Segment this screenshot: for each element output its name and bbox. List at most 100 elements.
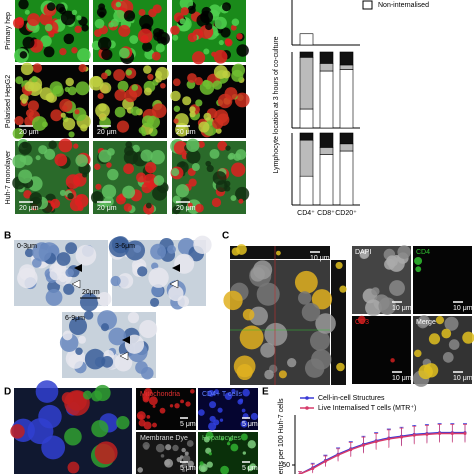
cell [124, 146, 134, 156]
arrowhead [119, 351, 129, 361]
row-label: Primary hep [5, 12, 12, 50]
cell [212, 80, 223, 90]
cell [50, 109, 63, 122]
cell [418, 364, 433, 380]
scale-label: 20 μm [176, 129, 196, 136]
micrograph [413, 246, 472, 314]
cell [428, 333, 441, 345]
bar-segment [299, 139, 314, 177]
cell [187, 202, 193, 208]
cell [143, 444, 149, 450]
cell [81, 24, 89, 32]
cell [18, 169, 33, 184]
depth-label: 6-9μm [65, 315, 85, 322]
cell [141, 182, 153, 194]
cell [76, 15, 82, 21]
cell [225, 145, 231, 151]
arrowhead [169, 279, 179, 289]
cell [143, 65, 152, 74]
cell [21, 98, 27, 104]
cell [206, 165, 214, 173]
cell [131, 84, 139, 91]
cell [217, 407, 223, 413]
cell [31, 75, 38, 83]
channel-label: Mitochondria [140, 391, 180, 398]
cell [143, 421, 152, 430]
cell [213, 65, 228, 79]
cell [62, 117, 76, 131]
cell [186, 138, 200, 152]
cell [236, 44, 249, 57]
cell [214, 16, 227, 30]
row-label: Huh-7 monolayer [5, 150, 12, 204]
bar-segment [339, 143, 354, 152]
cell [198, 121, 210, 133]
cell [180, 399, 184, 404]
legend-label: Cell-in-cell Structures [318, 395, 385, 402]
cell [278, 370, 287, 379]
cell [107, 168, 119, 181]
arrowhead [74, 264, 82, 272]
cell [145, 202, 152, 209]
cell [153, 175, 165, 186]
cell [205, 160, 212, 167]
cell [298, 291, 312, 305]
legend-label: Non-internalised [378, 2, 429, 9]
cell [90, 191, 104, 204]
cell [151, 51, 161, 61]
cell [365, 299, 382, 317]
cell [181, 468, 186, 473]
cell [220, 465, 229, 474]
x-tick-label: CD4⁺ [297, 210, 315, 217]
cell [144, 161, 157, 174]
panel-letter: B [4, 231, 11, 242]
cell [60, 112, 66, 118]
scale-label: 20 μm [176, 205, 196, 212]
cell [235, 149, 247, 160]
cell [242, 308, 255, 321]
scale-label: 5 μm [242, 465, 258, 472]
cell [58, 138, 73, 153]
scale-label: 10 μm [453, 305, 473, 312]
cell [19, 51, 28, 59]
cell [182, 454, 191, 463]
cell [208, 422, 217, 431]
cell [172, 444, 179, 452]
cell [209, 415, 216, 423]
cell [23, 190, 32, 199]
cell [191, 163, 200, 172]
cell [18, 141, 32, 155]
cell [186, 440, 194, 447]
legend-label: Live Internalised T cells (MTR⁺) [318, 405, 416, 412]
bar-segment [319, 51, 334, 64]
cell [179, 18, 186, 25]
y-axis-label: Lymphocyte location at 3 hours of co-cul… [273, 36, 280, 173]
cell [117, 80, 129, 92]
cell [113, 69, 126, 81]
cell [211, 51, 217, 57]
cell [123, 163, 134, 175]
cell [65, 268, 74, 277]
cell [63, 33, 75, 45]
cell [462, 331, 474, 344]
scale-label: 10 μm [310, 255, 330, 262]
cell [242, 388, 250, 397]
cell [224, 392, 233, 401]
cell [414, 256, 423, 265]
cell [137, 467, 144, 473]
cell [181, 462, 188, 469]
cell [371, 287, 380, 296]
x-tick-label: CD8⁺ [317, 210, 335, 217]
cell [184, 451, 189, 456]
legend-marker [305, 406, 309, 410]
cell [13, 17, 24, 29]
cell [176, 457, 182, 463]
cell [182, 96, 192, 106]
cell [101, 72, 108, 80]
cell [148, 267, 169, 288]
cell [173, 105, 181, 112]
cell [74, 109, 80, 115]
cell [220, 437, 224, 441]
cell [415, 266, 422, 273]
cell [203, 48, 210, 55]
